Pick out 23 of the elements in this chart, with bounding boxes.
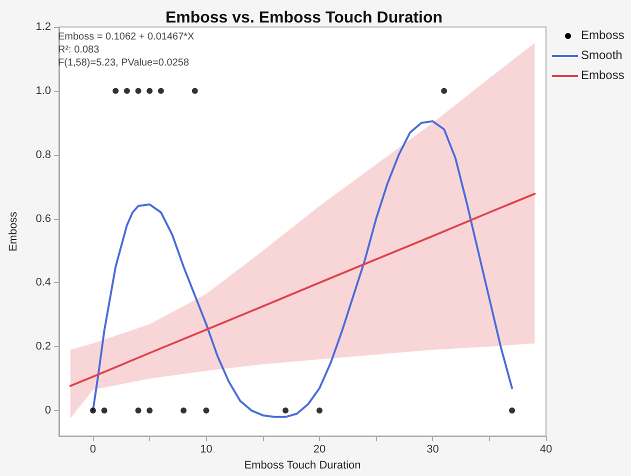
- y-axis-title: Emboss: [8, 211, 20, 252]
- y-tick-label: 0.6: [36, 212, 51, 225]
- line-series: [92, 120, 514, 418]
- annotation: Emboss = 0.1062 + 0.01467*X: [58, 32, 195, 42]
- y-tick-label: 1.2: [36, 21, 51, 33]
- x-tick-label: 0: [90, 444, 96, 456]
- x-tick-label: 30: [426, 444, 439, 456]
- legend-label: Smooth: [581, 48, 622, 62]
- y-tick-label: 0: [44, 404, 51, 417]
- legend-label: Emboss: [581, 68, 624, 82]
- y-tick-label: 1.0: [36, 84, 51, 97]
- legend-label: Emboss: [581, 28, 624, 42]
- y-tick-label: 0.4: [36, 276, 51, 289]
- x-tick-label: 40: [540, 444, 552, 456]
- annotation: R²: 0.083: [58, 44, 100, 56]
- x-tick-label: 20: [313, 444, 326, 456]
- line-series: [69, 192, 536, 387]
- x-axis-title: Emboss Touch Duration: [244, 460, 361, 472]
- x-tick-label: 10: [200, 444, 212, 456]
- y-tick-label: 0.2: [36, 340, 51, 353]
- y-tick-label: 0.8: [36, 148, 51, 161]
- chart-title: Emboss vs. Emboss Touch Duration: [165, 10, 443, 26]
- annotation: F(1,58)=5.23, PValue=0.0258: [58, 58, 190, 68]
